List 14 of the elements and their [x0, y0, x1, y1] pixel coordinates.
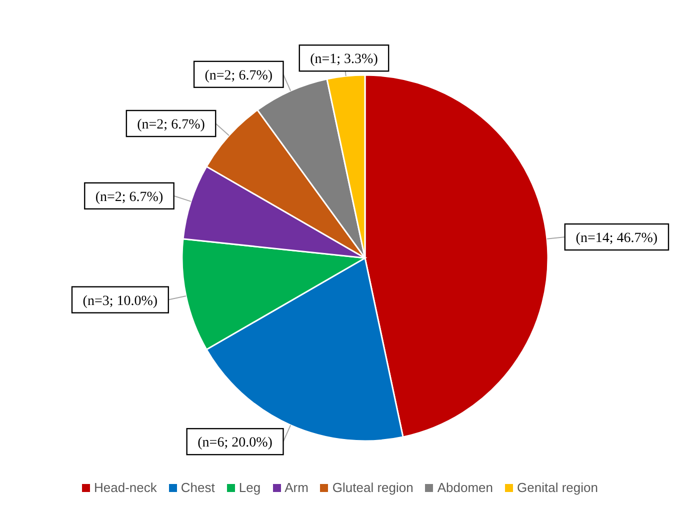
- legend-label: Chest: [180, 480, 215, 495]
- data-label: (n=1; 3.3%): [310, 52, 378, 68]
- legend-label: Abdomen: [436, 480, 494, 495]
- legend-label: Head-neck: [93, 480, 157, 495]
- legend-label: Leg: [238, 480, 261, 495]
- data-label: (n=3; 10.0%): [82, 294, 158, 309]
- legend-label: Arm: [284, 480, 308, 495]
- legend-label: Gluteal region: [331, 480, 414, 495]
- data-label: (n=6; 20.0%): [198, 436, 273, 451]
- data-label: (n=14; 46.7%): [576, 230, 658, 246]
- data-label: (n=2; 6.7%): [95, 190, 164, 205]
- data-label: (n=2; 6.7%): [137, 118, 206, 133]
- legend-label: Genital region: [516, 480, 598, 495]
- data-label: (n=2; 6.7%): [204, 68, 273, 84]
